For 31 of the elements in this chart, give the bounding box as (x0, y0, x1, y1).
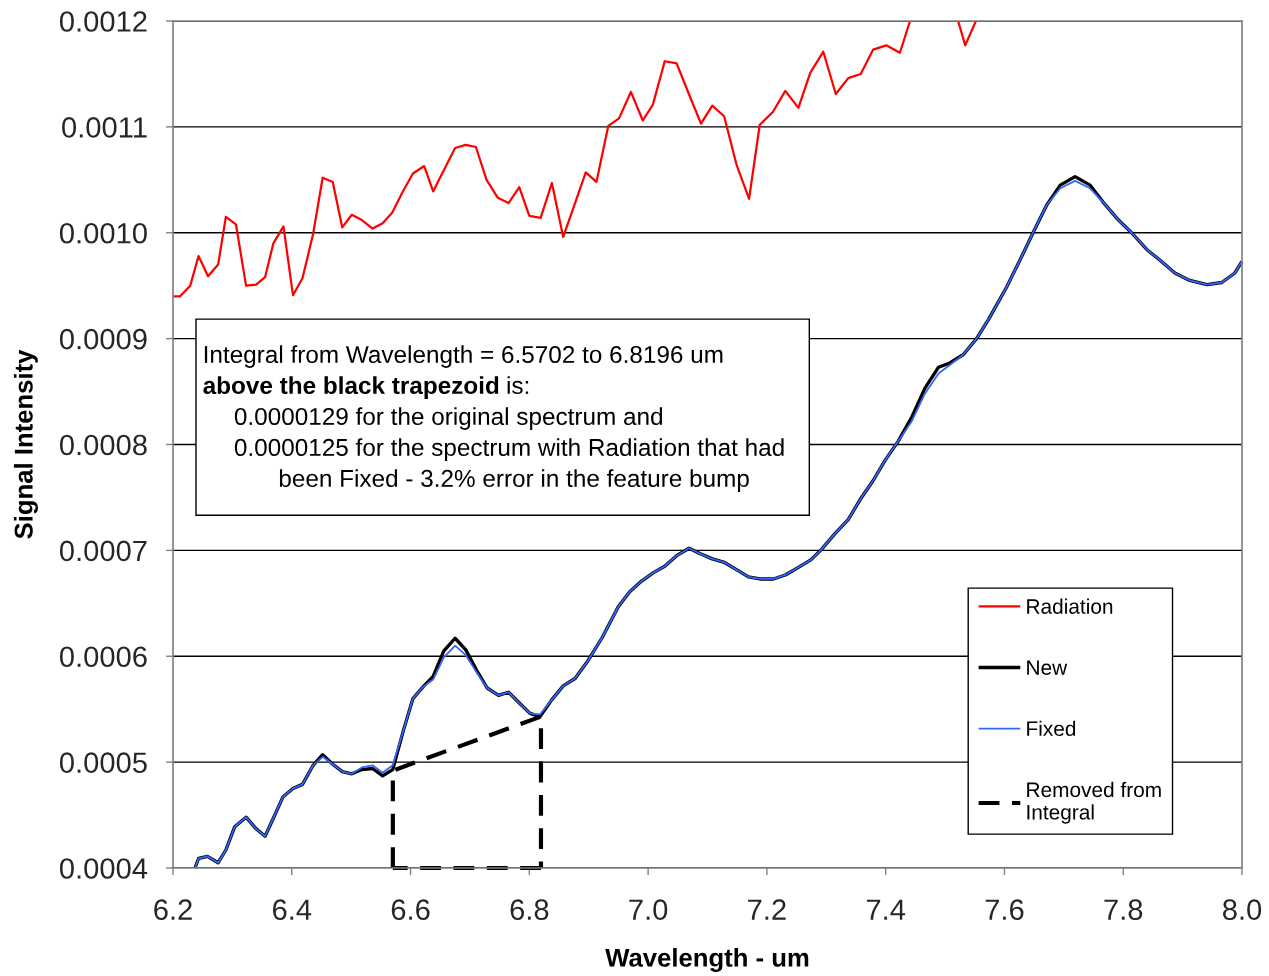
y-tick-label: 0.0010 (59, 222, 147, 244)
annotation: been Fixed - 3.2% error in the feature bump (279, 469, 749, 492)
x-axis-title: Wavelength - um (605, 947, 809, 973)
annotation: is: (507, 376, 529, 395)
legend-label: New (1027, 660, 1068, 675)
x-tick-label: 7.6 (985, 899, 1024, 920)
legend-label: Removed from Integral (1027, 781, 1161, 824)
y-tick-label: 0.0009 (59, 328, 147, 350)
annotation: Integral from Wavelength = 6.5702 to 6.8196 um (204, 345, 723, 368)
y-tick-label: 0.0011 (62, 117, 147, 138)
x-tick-label: 8.0 (1223, 899, 1262, 920)
x-tick-label: 7.8 (1104, 899, 1143, 920)
y-tick-label: 0.0007 (59, 540, 147, 562)
legend-label: Fixed (1027, 720, 1076, 737)
y-tick-label: 0.0008 (59, 434, 147, 456)
annotation: above the black trapezoid (203, 376, 499, 399)
y-axis-title: Signal Intensity (13, 349, 38, 539)
annotation: 0.0000129 for the original spectrum and (234, 407, 663, 430)
legend-label: Radiation (1027, 598, 1113, 614)
x-tick-label: 7.2 (748, 899, 786, 920)
x-tick-label: 7.4 (866, 899, 906, 920)
y-tick-label: 0.0012 (59, 11, 147, 32)
x-tick-label: 6.8 (510, 899, 549, 920)
x-tick-label: 6.6 (391, 899, 430, 920)
y-tick-label: 0.0005 (59, 752, 147, 773)
x-tick-label: 6.2 (154, 899, 192, 920)
x-tick-label: 6.4 (272, 899, 312, 920)
y-tick-label: 0.0006 (59, 646, 147, 668)
annotation: 0.0000125 for the spectrum with Radiation that had (234, 438, 784, 461)
y-tick-label: 0.0004 (59, 858, 148, 879)
x-tick-label: 7.0 (629, 899, 668, 920)
